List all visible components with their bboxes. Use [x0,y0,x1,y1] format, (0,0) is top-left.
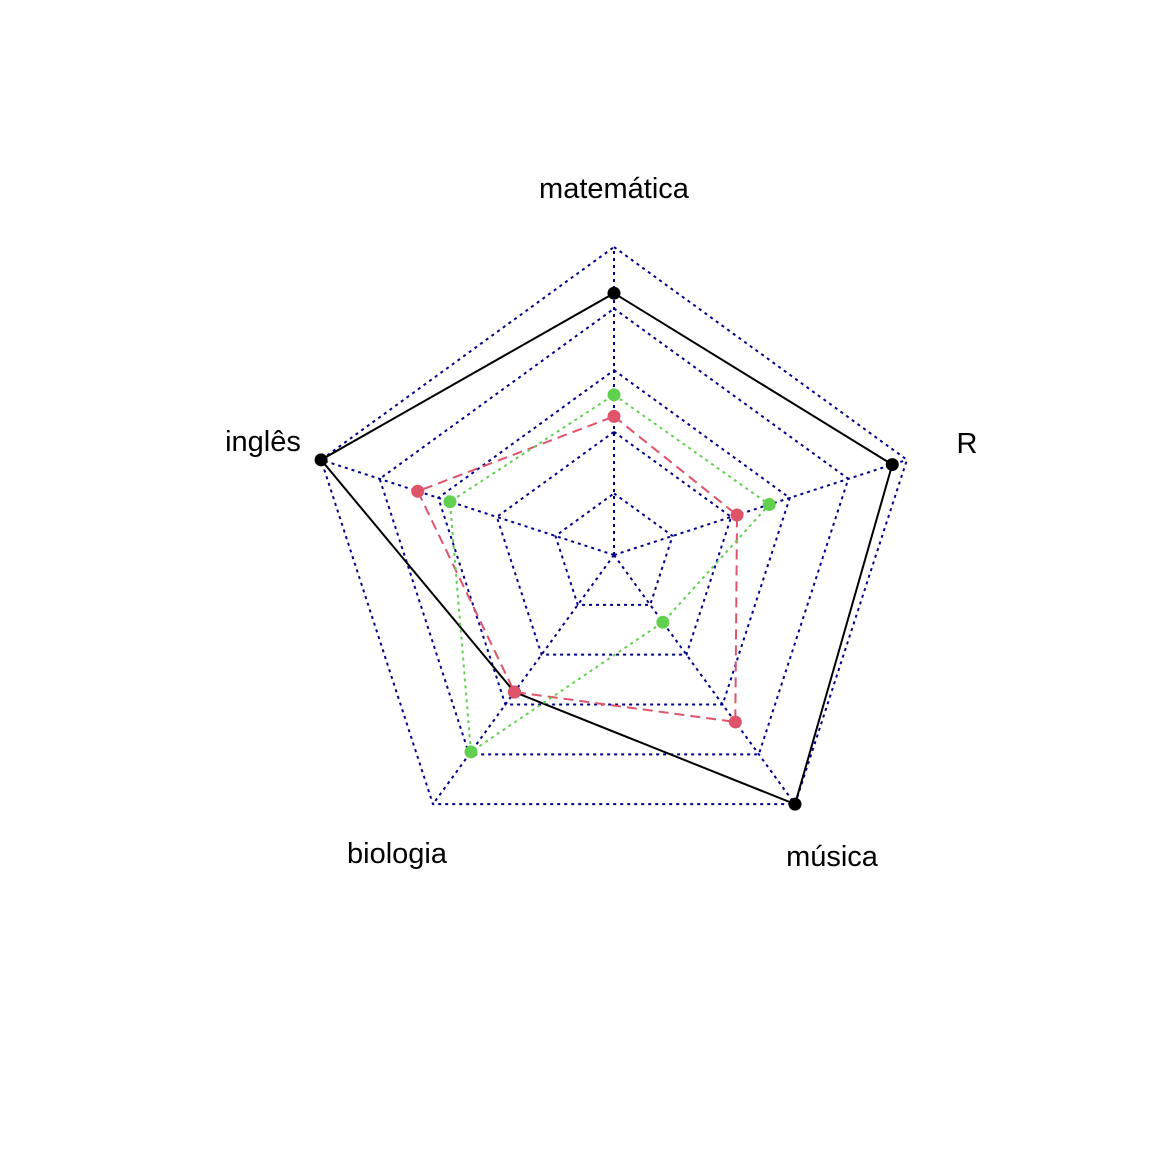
series-2-point-musica [728,715,742,729]
series-3-point-musica [656,615,670,629]
series-1-point-ingles [314,453,328,467]
series-1-point-matematica [607,286,621,300]
axis-label-matematica: matemática [539,173,690,205]
grid-ring-6 [437,368,791,706]
series-3-point-r [762,498,776,512]
radar-series [314,286,899,811]
series-1 [314,286,899,811]
series-1-point-musica [788,797,802,811]
axis-label-ingles: inglês [225,426,301,458]
series-1-line [319,292,894,806]
axis-label-r: R [957,428,978,460]
grid-ring-4 [495,430,733,656]
series-3 [443,388,776,759]
series-2-point-ingles [411,484,425,498]
grid-spoke-r [613,458,908,556]
grid-spoke-musica [613,554,796,805]
series-2-line [416,415,739,724]
series-1-point-r [885,458,899,472]
series-2-point-biologia [507,685,521,699]
series-2-point-r [730,508,744,522]
axis-label-musica: música [786,841,879,873]
series-3-point-biologia [464,745,478,759]
series-3-point-ingles [443,495,457,509]
grid-ring-10 [319,245,909,806]
series-3-line [448,393,771,754]
series-2-point-matematica [607,409,621,423]
axis-label-biologia: biologia [347,838,448,870]
grid-spoke-biologia [432,554,615,805]
grid-ring-8 [378,307,850,756]
series-3-point-matematica [607,388,621,402]
grid-ring-2 [554,492,674,606]
axis-labels: matemática R música biologia inglês [225,173,977,873]
grid-spoke-ingles [320,458,615,556]
radar-grid [319,245,909,806]
series-2 [411,409,744,729]
